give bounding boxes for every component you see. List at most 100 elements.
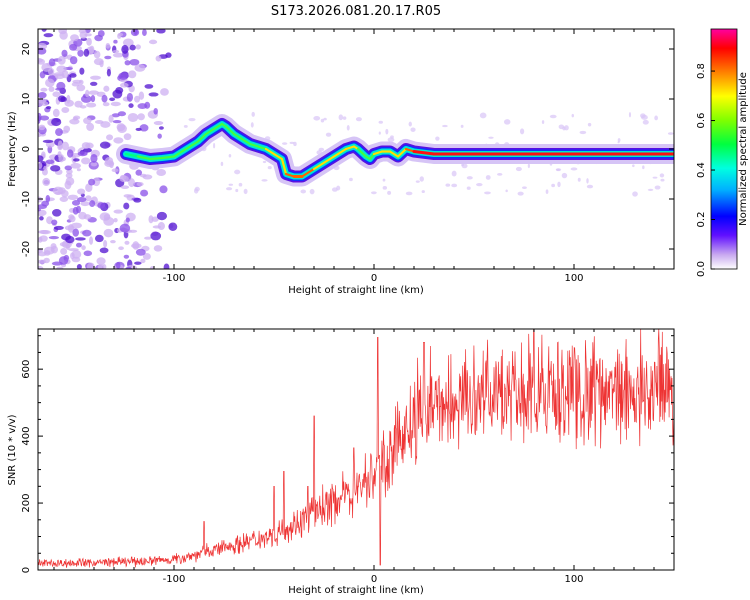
- noise-blob: [140, 258, 146, 264]
- noise-blob: [159, 185, 168, 194]
- noise-blob: [228, 183, 234, 186]
- noise-blob: [76, 264, 82, 269]
- noise-blob: [555, 168, 562, 172]
- ridge-core-segment: [136, 155, 152, 161]
- ytick-label: -20: [21, 241, 32, 257]
- colorbar-tick-label: 0.6: [696, 113, 707, 129]
- noise-blob: [325, 132, 332, 137]
- noise-blob: [112, 49, 120, 54]
- noise-blob: [101, 94, 108, 103]
- noise-blob: [75, 237, 86, 241]
- noise-blob: [55, 128, 63, 136]
- noise-blob: [390, 135, 394, 139]
- noise-blob: [421, 190, 425, 194]
- noise-blob: [142, 174, 153, 180]
- noise-blob: [102, 102, 110, 107]
- noise-blob: [577, 177, 581, 182]
- noise-blob: [42, 177, 51, 187]
- noise-blob: [65, 172, 73, 179]
- noise-blob: [445, 183, 451, 187]
- noise-blob: [106, 134, 114, 141]
- noise-blob: [213, 143, 216, 149]
- noise-blob: [117, 33, 122, 39]
- noise-blob: [148, 39, 158, 45]
- noise-blob: [484, 191, 491, 195]
- colorbar-label: Normalized spectral amplitude: [738, 72, 749, 226]
- noise-blob: [466, 186, 471, 190]
- noise-blob: [38, 133, 42, 138]
- noise-blob: [238, 182, 243, 187]
- noise-blob: [519, 128, 525, 135]
- ridge-core-segment: [396, 147, 408, 158]
- noise-blob: [497, 172, 503, 176]
- noise-blob: [408, 121, 412, 127]
- noise-blob: [38, 265, 44, 269]
- noise-blob: [75, 242, 82, 248]
- snr-xlabel: Height of straight line (km): [288, 585, 424, 596]
- noise-blob: [505, 189, 508, 193]
- noise-blob: [125, 217, 130, 223]
- noise-blob: [129, 58, 140, 66]
- noise-blob: [157, 133, 162, 139]
- noise-blob: [515, 166, 522, 172]
- noise-blob: [488, 136, 494, 139]
- noise-blob: [59, 196, 69, 202]
- noise-blob: [119, 175, 129, 183]
- noise-blob: [48, 67, 55, 76]
- noise-blob: [300, 189, 307, 194]
- noise-blob: [113, 209, 123, 214]
- noise-blob: [562, 126, 566, 131]
- spectrogram-ylabel: Frequency (Hz): [7, 111, 18, 187]
- noise-blob: [73, 115, 81, 120]
- noise-blob: [97, 202, 105, 209]
- ridge-core-segment: [328, 152, 340, 161]
- noise-blob: [617, 138, 621, 143]
- noise-blob: [57, 140, 63, 150]
- chart-title: S173.2026.081.20.17.R05: [271, 4, 441, 19]
- noise-blob: [378, 120, 383, 124]
- noise-blob: [38, 91, 47, 99]
- noise-blob: [50, 243, 57, 250]
- noise-blob: [81, 245, 86, 251]
- ytick-label: 10: [21, 93, 32, 106]
- noise-blob: [124, 60, 131, 66]
- ridge-core-segment: [196, 132, 208, 143]
- noise-blob: [94, 234, 104, 243]
- noise-blob: [38, 204, 48, 210]
- noise-blob: [69, 118, 80, 125]
- noise-blob: [65, 243, 70, 250]
- noise-blob: [382, 186, 388, 190]
- noise-blob: [70, 34, 79, 42]
- noise-blob: [42, 139, 54, 143]
- noise-blob: [435, 136, 440, 141]
- noise-blob: [130, 29, 140, 37]
- noise-blob: [69, 73, 77, 78]
- noise-blob: [134, 64, 146, 72]
- colorbar-tick-label: 0.4: [696, 162, 707, 178]
- noise-blob: [129, 44, 136, 51]
- noise-blob: [38, 162, 43, 169]
- spectrogram-xlabel: Height of straight line (km): [288, 285, 424, 296]
- noise-blob: [57, 151, 62, 158]
- noise-blob: [168, 222, 178, 231]
- noise-blob: [119, 82, 129, 88]
- noise-blob: [163, 263, 170, 269]
- noise-blob: [370, 191, 377, 195]
- noise-blob: [57, 55, 66, 65]
- noise-blob: [76, 84, 86, 92]
- noise-blob: [346, 125, 350, 131]
- noise-blob: [104, 156, 114, 166]
- colorbar: 0.0 0.2 0.4 0.6 0.8 Normalized spectral ampl…: [696, 28, 749, 277]
- noise-blob: [40, 87, 48, 92]
- noise-blob: [549, 114, 557, 119]
- noise-blob: [144, 236, 152, 240]
- noise-blob: [60, 248, 68, 255]
- noise-blob: [579, 130, 587, 135]
- noise-blob: [86, 37, 92, 46]
- noise-blob: [527, 163, 530, 169]
- noise-blob: [59, 30, 68, 40]
- noise-blob: [53, 225, 64, 230]
- noise-blob: [110, 240, 116, 244]
